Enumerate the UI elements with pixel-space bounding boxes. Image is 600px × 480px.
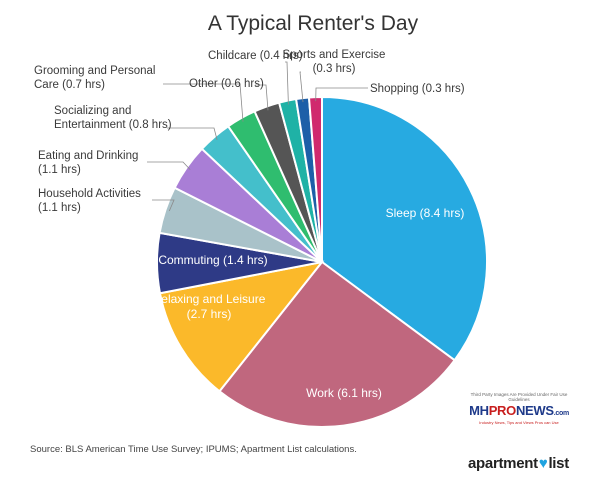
slice-relaxing-and-leisure [158, 260, 325, 393]
leader-socializing-and-entertainment [167, 127, 218, 141]
slice-label-childcare: Childcare (0.4 hrs) [208, 50, 303, 62]
slice-label-work: Work (6.1 hrs) [306, 386, 382, 400]
leader-grooming-and-personal-care [163, 83, 244, 122]
slice-label-household-activities: Household Activities (1.1 hrs) [38, 188, 141, 214]
pie-slices [156, 95, 488, 428]
leader-childcare [285, 61, 289, 105]
slice-label-socializing-and-entertainment: Socializing and Entertainment (0.8 hrs) [54, 105, 172, 131]
apartment-list-logo: apartment♥list [468, 455, 569, 472]
slice-label-commuting: Commuting (1.4 hrs) [158, 253, 267, 267]
slice-labels: Sleep (8.4 hrs) Work (6.1 hrs) Relaxing an… [34, 49, 465, 400]
slice-label-relaxing-and-leisure: Relaxing and Leisure (2.7 hrs) [153, 292, 266, 321]
leader-other [255, 84, 269, 111]
slice-label-shopping: Shopping (0.3 hrs) [370, 83, 465, 95]
slice-work [218, 260, 456, 428]
chart-title: A Typical Renter's Day [208, 12, 419, 35]
heart-icon: ♥ [538, 455, 548, 472]
slice-sleep [321, 95, 488, 362]
leader-shopping [315, 87, 368, 102]
slice-label-grooming-and-personal-care: Grooming and Personal Care (0.7 hrs) [34, 65, 155, 91]
leader-lines [147, 61, 368, 212]
slice-label-other: Other (0.6 hrs) [189, 78, 264, 90]
watermark-tagline: Industry News, Tips and Views Pros can U… [479, 420, 559, 425]
source-note: Source: BLS American Time Use Survey; IP… [30, 444, 357, 455]
mhpronews-watermark: Third Party Images Are Provided Under Fa… [462, 392, 576, 425]
watermark-logo: MHPRONEWS.com [469, 403, 569, 418]
slice-label-eating-and-drinking: Eating and Drinking (1.1 hrs) [38, 150, 138, 176]
slice-label-sports-and-exercise: Sports and Exercise (0.3 hrs) [283, 49, 386, 75]
watermark-caption: Third Party Images Are Provided Under Fa… [470, 392, 568, 402]
slice-label-sleep: Sleep (8.4 hrs) [386, 206, 465, 220]
leader-sports-and-exercise [299, 71, 304, 103]
leader-household-activities [152, 199, 175, 212]
leader-eating-and-drinking [147, 161, 191, 170]
